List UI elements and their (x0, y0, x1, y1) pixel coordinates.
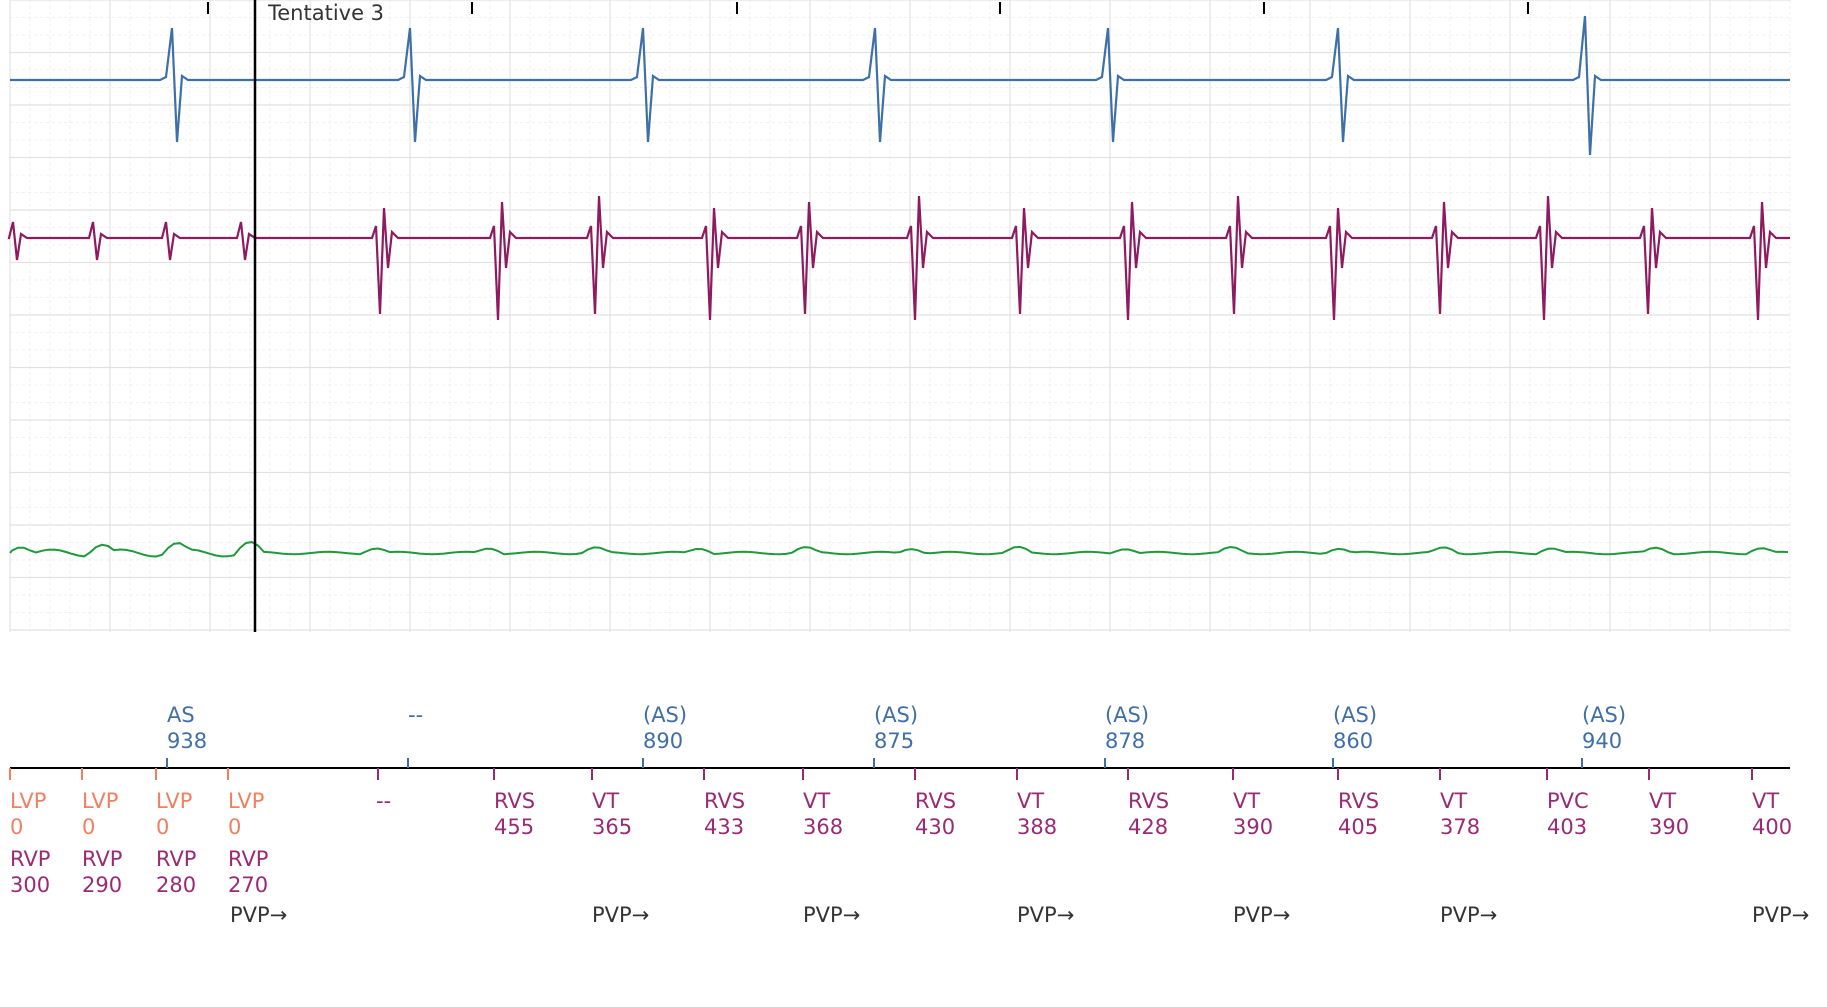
rv-paced-marker-value: 290 (82, 873, 122, 897)
atrial-marker-label: (AS) (1105, 703, 1149, 727)
pvp-marker-label: PVP→ (230, 903, 287, 927)
ventricular-egm-trace (7, 195, 1790, 321)
ventricular-marker-label: RVS (1128, 789, 1169, 813)
lv-marker-value: 0 (10, 815, 23, 839)
cursor-label: Tentative 3 (267, 1, 384, 25)
ventricular-marker-label: RVS (915, 789, 956, 813)
lv-marker-label: LVP (228, 789, 264, 813)
pvp-marker-label: PVP→ (1017, 903, 1074, 927)
atrial-marker-label: -- (408, 703, 423, 727)
ventricular-marker-value: 400 (1752, 815, 1792, 839)
dash-marker-label: -- (376, 789, 391, 813)
rv-paced-marker-label: RVP (82, 847, 122, 871)
ventricular-marker-label: VT (803, 789, 830, 813)
atrial-marker-value: 890 (643, 729, 683, 753)
atrial-marker-value: 938 (167, 729, 207, 753)
atrial-marker-value: 875 (874, 729, 914, 753)
lv-marker-value: 0 (156, 815, 169, 839)
pvp-marker-label: PVP→ (592, 903, 649, 927)
ventricular-marker-label: VT (1649, 789, 1676, 813)
pvp-marker-label: PVP→ (1233, 903, 1290, 927)
atrial-marker-label: (AS) (1582, 703, 1626, 727)
lv-marker-value: 0 (228, 815, 241, 839)
ventricular-marker-value: 403 (1547, 815, 1587, 839)
ventricular-marker-label: RVS (1338, 789, 1379, 813)
ventricular-marker-value: 378 (1440, 815, 1480, 839)
ventricular-marker-label: VT (1017, 789, 1044, 813)
rv-paced-marker-label: RVP (10, 847, 50, 871)
ventricular-marker-value: 388 (1017, 815, 1057, 839)
pvp-marker-label: PVP→ (1440, 903, 1497, 927)
lv-marker-label: LVP (82, 789, 118, 813)
atrial-marker-value: 860 (1333, 729, 1373, 753)
ventricular-marker-label: RVS (494, 789, 535, 813)
atrial-marker-value: 940 (1582, 729, 1622, 753)
ventricular-marker-label: VT (1752, 789, 1779, 813)
ventricular-marker-value: 455 (494, 815, 534, 839)
atrial-marker-value: 878 (1105, 729, 1145, 753)
pvp-marker-label: PVP→ (803, 903, 860, 927)
surface-ecg-trace (9, 541, 1789, 558)
pvp-marker-row: PVP→ PVP→ PVP→ PVP→ PVP→ PVP→ PVP→ (230, 903, 1809, 927)
atrial-marker-label: AS (167, 703, 195, 727)
ventricular-marker-value: 405 (1338, 815, 1378, 839)
cursor[interactable]: Tentative 3 (253, 0, 384, 632)
top-ruler-ticks (207, 2, 1529, 14)
ventricular-marker-label: VT (1233, 789, 1260, 813)
ventricular-marker-value: 430 (915, 815, 955, 839)
ventricular-marker-value: 428 (1128, 815, 1168, 839)
ventricular-marker-value: 390 (1233, 815, 1273, 839)
ventricular-marker-label: PVC (1547, 789, 1589, 813)
atrial-marker-label: (AS) (874, 703, 918, 727)
atrial-marker-label: (AS) (1333, 703, 1377, 727)
ventricular-marker-row: -- RVS455VT365RVS433VT368RVS430VT388RVS42… (376, 768, 1792, 839)
atrial-egm-trace (10, 15, 1790, 156)
ventricular-marker-value: 433 (704, 815, 744, 839)
rv-paced-marker-value: 280 (156, 873, 196, 897)
ventricular-marker-value: 390 (1649, 815, 1689, 839)
atrial-marker-label: (AS) (643, 703, 687, 727)
pvp-marker-label: PVP→ (1752, 903, 1809, 927)
rv-paced-marker-label: RVP (228, 847, 268, 871)
rv-paced-marker-label: RVP (156, 847, 196, 871)
ventricular-marker-label: RVS (704, 789, 745, 813)
rv-paced-marker-value: 270 (228, 873, 268, 897)
lv-marker-value: 0 (82, 815, 95, 839)
ventricular-marker-label: VT (1440, 789, 1467, 813)
rv-paced-marker-value: 300 (10, 873, 50, 897)
lv-marker-label: LVP (10, 789, 46, 813)
lv-marker-label: LVP (156, 789, 192, 813)
grid (9, 0, 1791, 632)
ventricular-marker-value: 365 (592, 815, 632, 839)
ventricular-marker-value: 368 (803, 815, 843, 839)
ventricular-marker-label: VT (592, 789, 619, 813)
